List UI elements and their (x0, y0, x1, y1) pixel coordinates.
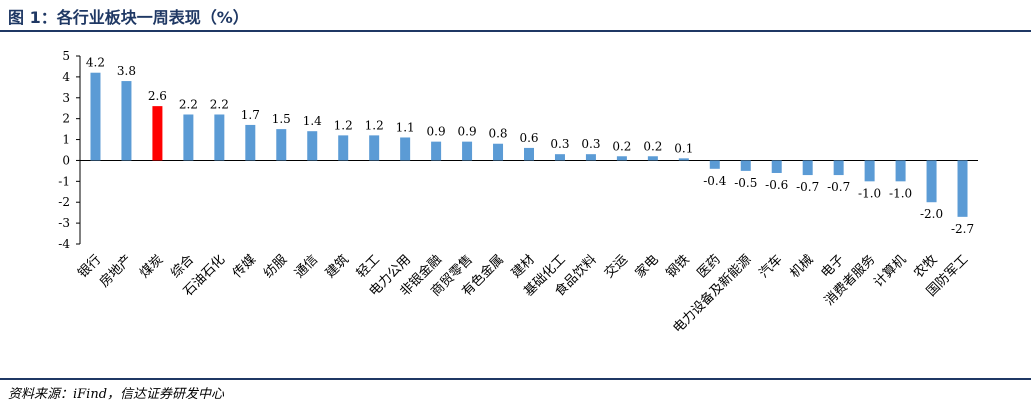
y-tick-label: -3 (58, 216, 70, 230)
data-label: -0.7 (827, 180, 850, 194)
data-label: 0.6 (519, 131, 538, 145)
bar (554, 154, 565, 161)
bars (90, 72, 968, 217)
bar (493, 143, 504, 161)
data-label: 0.9 (427, 125, 446, 139)
data-label: 2.2 (179, 97, 198, 111)
bar (400, 137, 411, 161)
bar (90, 72, 101, 161)
category-label: 交运 (601, 252, 631, 282)
bar (585, 154, 596, 161)
data-label: 1.4 (303, 114, 322, 128)
data-label: 0.2 (643, 139, 662, 153)
bar-chart: 5 4 3 2 1 0 -1 -2 -3 -4 4.2 3.8 2.6 2.2 2.2 1.7 1.5 1.4 1… (58, 49, 978, 337)
bar (802, 160, 813, 176)
data-label: -1.0 (858, 186, 881, 200)
y-tick-label: -2 (58, 195, 70, 209)
data-label: 0.9 (458, 125, 477, 139)
bar (245, 124, 256, 161)
data-label: 3.8 (117, 64, 136, 78)
data-label: 0.3 (550, 137, 569, 151)
bar (709, 160, 720, 169)
y-tick-label: 3 (62, 91, 70, 105)
data-label: 0.2 (612, 139, 631, 153)
bar (833, 160, 844, 176)
bar (152, 106, 163, 161)
bar (121, 81, 132, 161)
data-label: 4.2 (86, 56, 105, 70)
bar (276, 129, 287, 161)
category-label: 传媒 (230, 252, 259, 281)
data-label: -0.7 (796, 180, 819, 194)
title-bar (0, 0, 1031, 32)
data-label: 1.5 (272, 112, 291, 126)
source-note: 资料来源：iFind，信达证券研发中心 (8, 387, 225, 402)
category-label: 汽车 (756, 252, 786, 282)
data-label: 1.2 (365, 118, 384, 132)
data-label: -0.6 (765, 178, 788, 192)
bar (307, 131, 318, 161)
category-label: 纺服 (261, 252, 290, 281)
bar (957, 160, 968, 217)
data-label: -0.5 (734, 176, 757, 190)
bar (771, 160, 782, 173)
data-labels: 4.2 3.8 2.6 2.2 2.2 1.7 1.5 1.4 1.2 1.2 1.1 0.9 0.9 0… (86, 56, 974, 236)
bar (864, 160, 875, 182)
data-label: 1.7 (241, 108, 260, 122)
data-label: 2.6 (148, 89, 167, 103)
y-tick-label: 4 (62, 70, 70, 84)
bar (926, 160, 937, 203)
data-label: 1.1 (396, 120, 415, 134)
bar (740, 160, 751, 171)
data-label: -0.4 (703, 174, 727, 188)
bar (616, 156, 627, 161)
bar (338, 135, 349, 161)
data-label: 2.2 (210, 97, 229, 111)
bar (214, 114, 225, 161)
y-tick-label: 0 (62, 153, 70, 167)
bar (431, 141, 442, 161)
y-axis: 5 4 3 2 1 0 -1 -2 -3 -4 (58, 49, 978, 251)
bar (462, 141, 473, 161)
bar (895, 160, 906, 182)
data-label: -1.0 (889, 186, 912, 200)
y-tick-label: -1 (58, 174, 70, 188)
data-label: -2.7 (951, 222, 974, 236)
category-label: 煤炭 (137, 252, 166, 281)
data-label: 0.1 (674, 141, 693, 155)
bar (369, 135, 380, 161)
footer-rule (0, 378, 1031, 380)
category-label: 钢铁 (664, 252, 693, 281)
data-label: 0.3 (581, 137, 600, 151)
y-tick-label: 5 (62, 49, 70, 63)
category-label: 计算机 (871, 252, 909, 290)
category-label: 房地产 (96, 252, 135, 291)
y-tick-label: 2 (62, 112, 70, 126)
category-labels: 银行房地产 煤炭 综合石油石化 传媒 纺服 通信 建筑 轻工电力公用非银金融商贸零售有色金属建… (75, 252, 971, 337)
category-label: 家电 (632, 252, 662, 282)
data-label: 1.2 (334, 118, 353, 132)
category-label: 通信 (292, 252, 321, 281)
data-label: -2.0 (920, 207, 943, 221)
page-title: 图 1：各行业板块一周表现（%） (8, 8, 249, 27)
data-label: 0.8 (488, 127, 507, 141)
y-tick-label: -4 (58, 237, 70, 251)
category-label: 建筑 (322, 252, 352, 282)
bar (524, 147, 534, 161)
bar (647, 156, 658, 161)
y-tick-label: 1 (62, 133, 70, 147)
bar (678, 158, 689, 161)
category-label: 机械 (788, 252, 817, 281)
bar (183, 114, 194, 161)
